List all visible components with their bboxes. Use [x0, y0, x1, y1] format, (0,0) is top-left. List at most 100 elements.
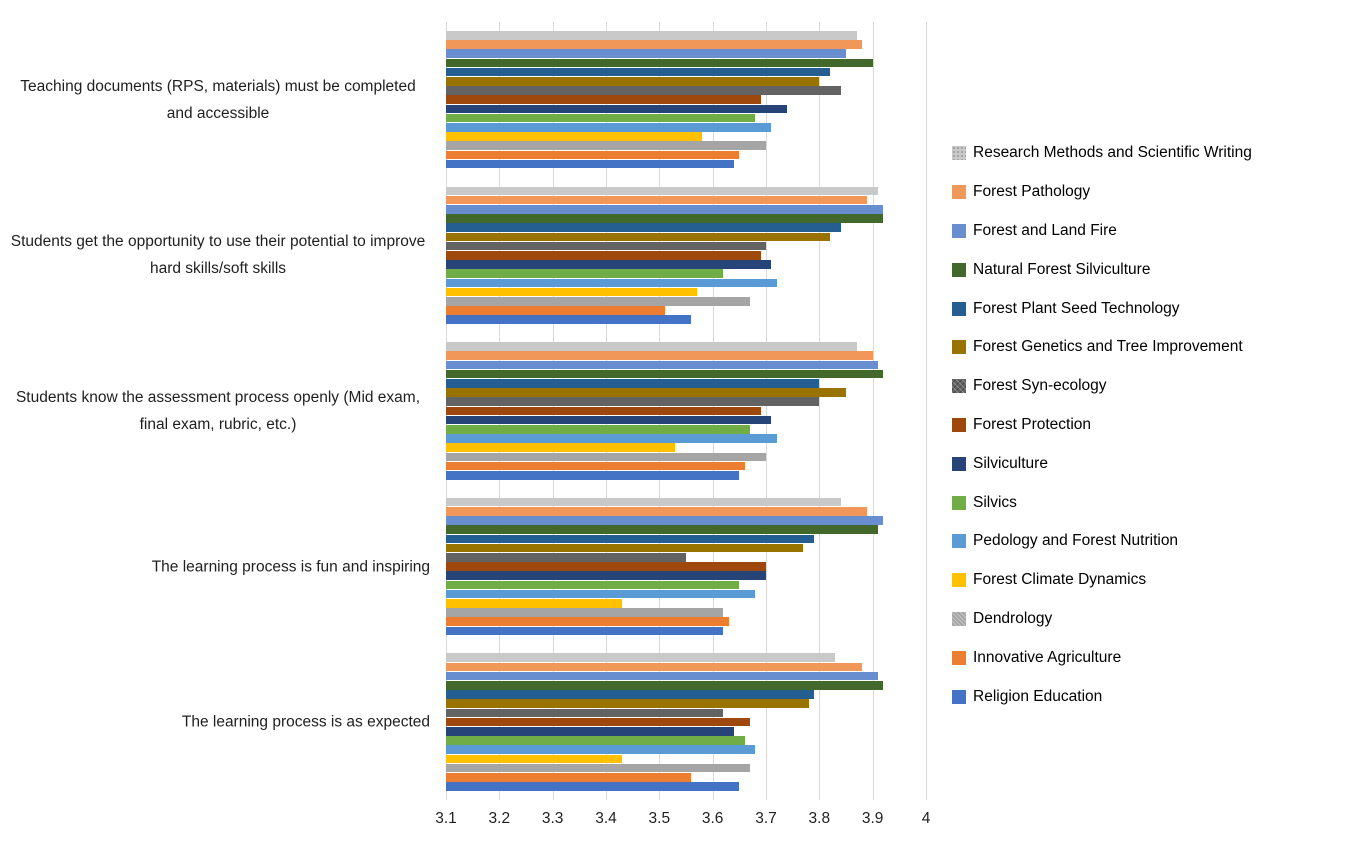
legend: Research Methods and Scientific Writing F…	[952, 134, 1362, 716]
bar	[446, 773, 692, 782]
legend-label: Innovative Agriculture	[973, 648, 1122, 666]
bar	[446, 260, 772, 269]
bar	[446, 251, 761, 260]
legend-label: Forest Pathology	[973, 183, 1091, 201]
legend-item: Silvics	[952, 483, 1362, 522]
bar	[446, 123, 772, 132]
bar	[446, 49, 846, 58]
bar	[446, 406, 761, 416]
legend-label: Dendrology	[973, 609, 1053, 627]
legend-label: Forest Climate Dynamics	[973, 571, 1147, 589]
bar	[446, 195, 868, 205]
bar	[446, 708, 724, 718]
bar	[446, 653, 836, 662]
bar	[446, 717, 750, 727]
bar	[446, 150, 740, 160]
x-axis-tick-label: 3.2	[488, 810, 511, 827]
bar	[446, 736, 745, 745]
bar-group	[446, 644, 926, 800]
x-axis-tick-label: 3.3	[541, 810, 564, 827]
legend-swatch-icon	[952, 301, 966, 316]
legend-swatch-icon	[952, 534, 966, 549]
x-axis-tick-label: 3.6	[701, 810, 724, 827]
legend-swatch-icon	[952, 262, 966, 277]
category-label: The learning process is fun and inspirin…	[151, 558, 430, 576]
bar	[446, 626, 724, 636]
bar	[446, 86, 841, 95]
bar-group	[446, 22, 926, 178]
bar	[446, 562, 766, 571]
bar-group	[446, 489, 926, 645]
x-axis-tick-label: 3.7	[755, 810, 777, 827]
bar	[446, 369, 884, 379]
bar	[446, 315, 692, 325]
legend-label: Natural Forest Silviculture	[973, 260, 1151, 278]
bar-group	[446, 178, 926, 334]
bar	[446, 571, 766, 581]
bar	[446, 113, 756, 123]
category-label: Students know the assessment process ope…	[15, 389, 421, 433]
legend-label: Forest Genetics and Tree Improvement	[973, 338, 1243, 356]
gridline	[766, 22, 767, 800]
legend-label: Forest Plant Seed Technology	[973, 299, 1180, 317]
legend-item: Innovative Agriculture	[952, 638, 1362, 677]
bar	[446, 223, 841, 232]
bar	[446, 104, 788, 114]
bar	[446, 608, 724, 617]
bar	[446, 599, 622, 608]
legend-item: Forest Pathology	[952, 173, 1362, 212]
bar	[446, 534, 814, 544]
legend-label: Religion Education	[973, 687, 1103, 705]
bar-group	[446, 333, 926, 489]
bar	[446, 662, 862, 672]
bar	[446, 95, 761, 105]
bar	[446, 543, 804, 553]
bar	[446, 497, 841, 507]
legend-swatch-icon	[952, 185, 966, 200]
bar	[446, 553, 686, 562]
legend-item: Silviculture	[952, 444, 1362, 483]
bar	[446, 214, 884, 223]
bar	[446, 297, 750, 306]
legend-item: Research Methods and Scientific Writing	[952, 134, 1362, 173]
legend-swatch-icon	[952, 379, 966, 394]
bar	[446, 360, 878, 370]
legend-item: Forest Genetics and Tree Improvement	[952, 328, 1362, 367]
bar	[446, 415, 772, 425]
bar	[446, 443, 676, 453]
gridline	[819, 22, 821, 800]
legend-swatch-icon	[952, 495, 966, 510]
bar	[446, 745, 756, 755]
bar	[446, 67, 830, 77]
gridline	[872, 22, 874, 800]
category-label: Students get the opportunity to use thei…	[10, 233, 426, 278]
legend-item: Forest and Land Fire	[952, 212, 1362, 251]
bar	[446, 580, 740, 590]
bar	[446, 31, 857, 40]
gridline	[926, 22, 927, 800]
bar	[446, 525, 878, 534]
bar	[446, 471, 740, 480]
bar	[446, 287, 697, 297]
bar	[446, 699, 809, 708]
legend-item: Forest Climate Dynamics	[952, 561, 1362, 600]
bar	[446, 269, 724, 279]
legend-item: Forest Syn-ecology	[952, 367, 1362, 406]
bar	[446, 278, 777, 288]
bar	[446, 681, 884, 690]
legend-item: Dendrology	[952, 600, 1362, 639]
category-label: The learning process is as expected	[181, 713, 430, 731]
bar	[446, 141, 766, 151]
legend-swatch-icon	[952, 146, 966, 161]
bar	[446, 40, 862, 49]
legend-swatch-icon	[952, 650, 966, 665]
bar	[446, 205, 884, 214]
legend-swatch-icon	[952, 417, 966, 432]
legend-swatch-icon	[952, 611, 966, 626]
x-axis-tick-label: 3.1	[435, 810, 457, 827]
bar	[446, 159, 734, 169]
bar	[446, 351, 873, 360]
bar	[446, 397, 820, 406]
bar	[446, 306, 665, 315]
